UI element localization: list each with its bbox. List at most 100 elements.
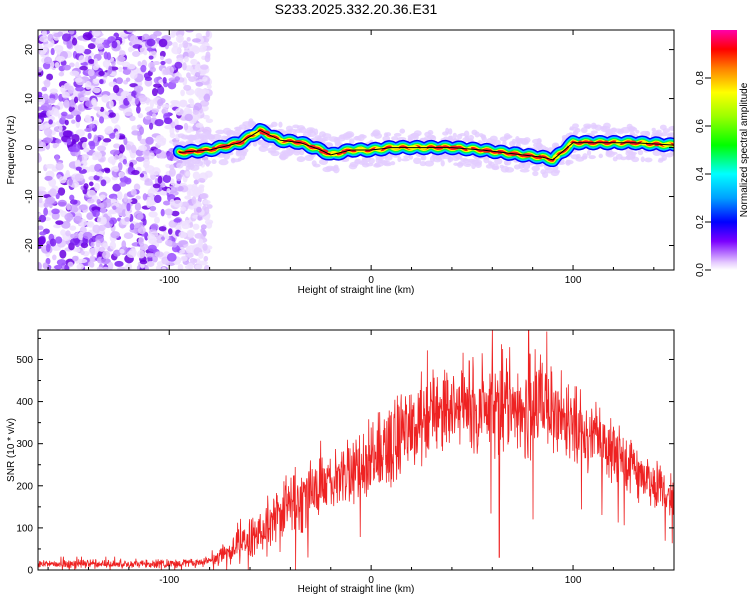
noise-blob [194,72,201,78]
noise-blob [75,166,82,171]
halo-blob [463,130,470,138]
noise-blob [41,86,48,92]
halo-blob [279,153,286,160]
halo-blob [588,155,596,160]
noise-blob [172,242,178,248]
noise-blob [118,144,125,154]
halo-blob [187,160,195,167]
noise-blob [179,249,186,254]
noise-blob [129,223,135,231]
halo-blob [419,160,427,167]
noise-blob [148,55,154,60]
noise-blob [86,221,91,227]
noise-blob [82,32,93,41]
noise-blob [127,94,133,102]
noise-blob [78,204,88,211]
noise-blob [142,218,147,226]
noise-blob [92,64,99,71]
noise-blob [184,219,191,224]
halo-blob [630,127,638,132]
noise-blob [99,116,105,124]
halo-blob [523,137,531,143]
noise-blob [169,168,176,177]
noise-blob [52,143,58,149]
noise-blob [194,87,203,97]
noise-blob [163,200,171,206]
noise-blob [55,192,60,200]
noise-blob [174,76,181,82]
halo-blob [572,123,579,129]
noise-blob [83,48,92,55]
top-x-axis-label: Height of straight line (km) [298,285,415,296]
noise-blob [154,216,160,224]
noise-blob [75,61,80,71]
noise-blob [71,37,78,46]
noise-blob [55,56,66,62]
noise-blob [198,251,204,259]
halo-blob [424,135,431,142]
noise-blob [87,69,95,77]
halo-blob [373,162,384,167]
halo-blob [531,165,540,172]
top-x-tick-label: 100 [565,275,582,286]
halo-blob [256,139,263,144]
noise-blob [112,165,119,172]
noise-blob [129,70,138,80]
noise-blob [166,188,171,194]
noise-blob [182,62,187,71]
bottom-x-tick-label: -100 [159,575,179,586]
noise-blob [157,175,163,184]
noise-blob [113,249,121,257]
noise-blob [49,88,58,94]
halo-blob [493,139,501,146]
halo-blob [456,162,465,167]
noise-blob [73,96,79,104]
halo-blob [535,163,545,167]
noise-blob [127,63,136,70]
chart-title: S233.2025.332.20.36.E31 [275,1,438,17]
halo-blob [385,132,392,137]
noise-blob [124,216,130,222]
noise-blob [58,71,65,77]
noise-blob [166,252,177,262]
halo-blob [238,124,247,130]
noise-blob [109,71,117,77]
noise-blob [180,206,187,212]
noise-blob [55,138,62,144]
noise-blob [98,70,105,76]
noise-blob [115,112,120,122]
noise-blob [176,222,182,231]
noise-blob [122,158,128,165]
halo-blob [464,161,474,165]
noise-blob [178,43,184,48]
halo-blob [397,156,402,163]
noise-blob [118,66,123,73]
noise-blob [66,203,71,211]
halo-blob [508,140,516,147]
noise-blob [203,93,211,102]
halo-blob [408,154,414,160]
noise-blob [116,55,126,62]
bottom-panel: -100 0 100 0 100 200 300 400 500 Height of strai… [6,329,675,595]
noise-blob [38,214,47,223]
halo-blob [249,121,254,129]
noise-blob [182,40,189,49]
noise-blob [155,265,162,270]
noise-blob [86,198,95,204]
halo-blob [413,157,422,165]
noise-blob [204,54,211,63]
noise-blob [73,215,82,224]
noise-blob [132,39,143,45]
noise-blob [172,199,183,208]
halo-blob [565,159,574,165]
halo-blob [287,150,295,156]
bottom-x-tick-label: 100 [565,575,582,586]
noise-blob [57,199,67,207]
noise-blob [185,245,191,254]
noise-blob [77,258,88,264]
halo-blob [401,158,410,162]
colorbar-bar [711,30,737,270]
halo-blob [365,162,374,167]
noise-blob [135,156,145,162]
noise-blob [154,118,164,127]
